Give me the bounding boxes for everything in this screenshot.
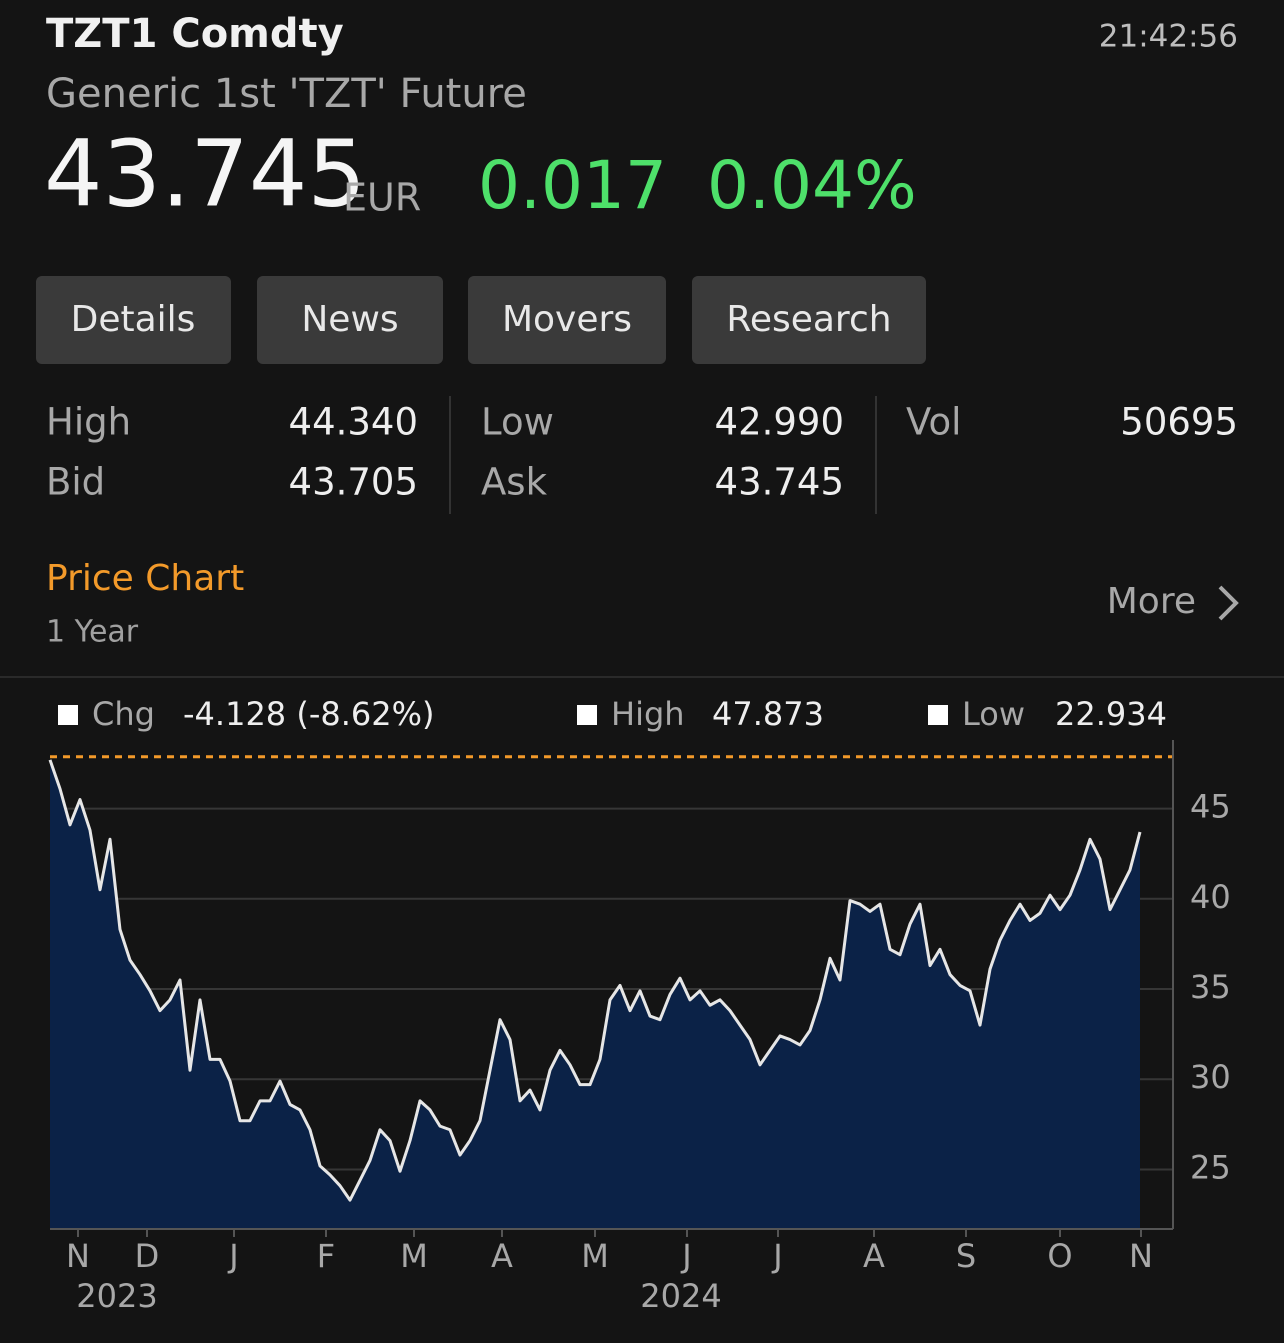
tab-bg [692, 276, 926, 364]
tab[interactable]: Research [692, 276, 926, 364]
stat-label: Ask [481, 461, 548, 504]
y-tick-label: 40 [1190, 878, 1231, 916]
x-tick-label: N [66, 1237, 90, 1275]
x-tick-label: F [317, 1237, 335, 1275]
stat-value: 50695 [1120, 401, 1238, 444]
legend-value: 22.934 [1055, 695, 1167, 733]
tab-bg [36, 276, 231, 364]
legend-swatch [577, 705, 597, 725]
legend-swatch [58, 705, 78, 725]
legend-label: High [611, 695, 685, 733]
x-tick-label: A [863, 1237, 885, 1275]
legend-value: -4.128 (-8.62%) [183, 695, 435, 733]
y-tick-label: 35 [1190, 968, 1231, 1006]
tab-bg [257, 276, 443, 364]
stat-label: High [46, 401, 131, 444]
stat-value: 43.705 [289, 461, 418, 504]
price-line [48, 759, 1142, 1202]
x-tick-label: N [1129, 1237, 1153, 1275]
more-link[interactable]: More [1107, 581, 1239, 622]
tab[interactable]: News [257, 276, 443, 364]
y-tick-label: 45 [1190, 788, 1231, 826]
stat-label: Bid [46, 461, 105, 504]
currency: EUR [343, 176, 421, 220]
price: 43.745 [44, 120, 366, 227]
stat-value: 44.340 [289, 401, 418, 444]
year-label: 2024 [640, 1277, 721, 1315]
security-name: Generic 1st 'TZT' Future [46, 71, 527, 117]
more-label: More [1107, 581, 1196, 622]
legend-swatch [928, 705, 948, 725]
change-pct: 0.04% [707, 147, 917, 224]
tab-label: News [301, 299, 398, 340]
year-label: 2023 [76, 1277, 157, 1315]
x-tick-label: D [135, 1237, 160, 1275]
legend-value: 47.873 [712, 695, 824, 733]
x-tick-label: O [1047, 1237, 1072, 1275]
tab[interactable]: Details [36, 276, 231, 364]
x-tick-label: J [771, 1237, 782, 1275]
y-tick-label: 25 [1190, 1148, 1231, 1186]
x-tick-label: A [491, 1237, 513, 1275]
period: 1 Year [46, 615, 139, 650]
tab-label: Research [726, 299, 891, 340]
section-title: Price Chart [46, 558, 244, 599]
x-tick-label: S [956, 1237, 976, 1275]
x-tick-label: M [581, 1237, 609, 1275]
stat-label: Low [481, 401, 554, 444]
tab[interactable]: Movers [468, 276, 666, 364]
tab-label: Details [71, 299, 196, 340]
stat-value: 42.990 [715, 401, 844, 444]
chevron [1218, 585, 1239, 621]
legend-label: Low [962, 695, 1025, 733]
x-tick-label: J [227, 1237, 238, 1275]
tab-label: Movers [502, 299, 632, 340]
area [50, 759, 1140, 1229]
x-tick-label: J [680, 1237, 691, 1275]
tab-bg [468, 276, 666, 364]
stat-value: 43.745 [715, 461, 844, 504]
change: 0.017 [478, 147, 667, 224]
y-tick-label: 30 [1190, 1058, 1231, 1096]
stat-label: Vol [906, 401, 961, 444]
legend-label: Chg [92, 695, 155, 733]
time: 21:42:56 [1099, 19, 1238, 55]
x-tick-label: M [400, 1237, 428, 1275]
ticker: TZT1 Comdty [46, 11, 344, 57]
